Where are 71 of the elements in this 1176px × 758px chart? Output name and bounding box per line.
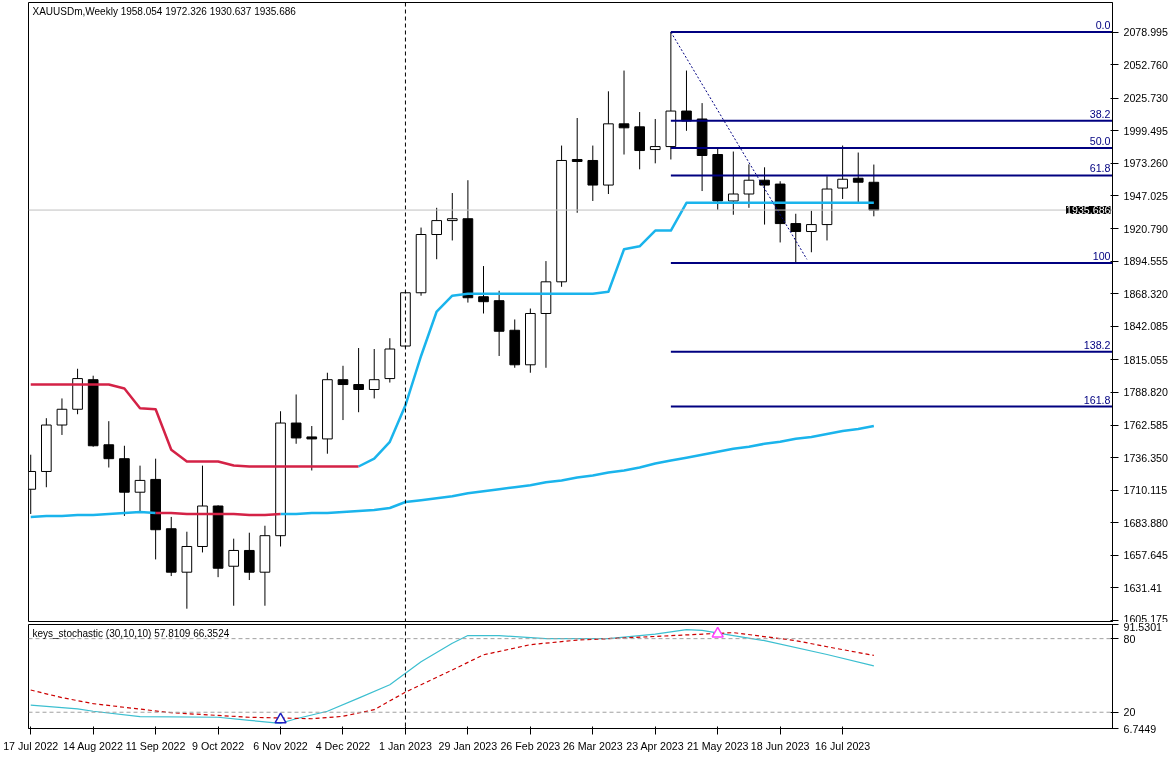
series-label: 38.2	[1089, 107, 1111, 120]
y-tick-label: 20	[1123, 706, 1136, 719]
candlestick	[634, 111, 645, 170]
candlestick	[290, 393, 302, 445]
y-tick-label: 1736.350	[1123, 451, 1169, 464]
x-tick-label: 26 Feb 2023	[500, 739, 561, 752]
series-label: 138.2	[1083, 338, 1111, 351]
candlestick	[571, 117, 583, 214]
y-tick-label: 1815.055	[1123, 353, 1169, 366]
y-tick-label: 2078.995	[1123, 26, 1169, 39]
x-tick-label: 26 Mar 2023	[562, 739, 623, 752]
y-tick-label: 1788.820	[1123, 386, 1169, 399]
candlestick	[790, 213, 802, 264]
candlestick	[649, 118, 661, 164]
candlestick	[681, 70, 692, 132]
x-tick-label: 16 Jul 2023	[815, 739, 871, 752]
x-tick-label: 4 Dec 2022	[315, 739, 371, 752]
candlestick	[618, 70, 630, 156]
series-label: 100	[1092, 250, 1111, 263]
y-tick-label: 1631.41	[1123, 581, 1163, 594]
candlestick	[806, 210, 817, 253]
candlestick	[446, 192, 458, 241]
x-tick-label: 1 Jan 2023	[379, 739, 432, 752]
candlestick	[306, 425, 318, 471]
y-tick-label: 1947.025	[1123, 189, 1169, 202]
x-tick-label: 9 Oct 2022	[192, 739, 245, 752]
candlestick	[431, 207, 443, 260]
y-tick-label: 1973.260	[1123, 157, 1169, 170]
y-tick-label: 1894.555	[1123, 255, 1169, 268]
y-tick-label: 1683.880	[1123, 516, 1169, 529]
ref-line-label: 1935.686	[1066, 204, 1111, 217]
candlestick	[478, 265, 489, 314]
series-label: 0.0	[1095, 19, 1111, 32]
candlestick	[837, 145, 848, 200]
candlestick	[228, 538, 240, 607]
candlestick	[727, 151, 739, 216]
y-tick-label: 1710.115	[1123, 484, 1168, 497]
x-tick-label: 29 Jan 2023	[438, 739, 498, 752]
y-tick-label: 2052.760	[1123, 58, 1169, 71]
x-tick-label: 6 Nov 2022	[253, 739, 308, 752]
candlestick	[56, 397, 68, 436]
candlestick	[759, 166, 770, 226]
x-tick-label: 23 Apr 2023	[626, 739, 684, 752]
line-series	[29, 383, 360, 468]
candlestick	[243, 532, 255, 581]
y-tick-label: 1842.085	[1123, 320, 1169, 333]
y-tick-label: 1762.585	[1123, 419, 1169, 432]
candlestick	[337, 365, 349, 421]
candlestick	[852, 152, 864, 204]
chart-title: XAUUSDm,Weekly 1958.054 1972.326 1930.637 1935.686	[32, 5, 297, 17]
chart-title: keys_stochastic (30,10,10) 57.8109 66.3524	[32, 627, 230, 639]
x-tick-label: 11 Sep 2022	[125, 739, 186, 752]
y-tick-label: 1999.495	[1123, 124, 1169, 137]
x-tick-label: 14 Aug 2022	[62, 739, 123, 752]
y-tick-label: 80	[1123, 632, 1136, 645]
candlestick	[743, 163, 755, 209]
candlestick	[134, 465, 146, 514]
x-tick-label: 21 May 2023	[686, 739, 749, 752]
x-tick-label: 17 Jul 2022	[3, 739, 59, 752]
series-label: 50.0	[1089, 135, 1111, 148]
y-tick-label: 1868.320	[1123, 287, 1169, 300]
y-tick-label: 1920.790	[1123, 222, 1169, 235]
candlestick	[368, 348, 380, 399]
series-label: 61.8	[1089, 162, 1111, 175]
x-tick-label: 18 Jun 2023	[750, 739, 810, 752]
series-label: 161.8	[1083, 393, 1111, 406]
y-tick-label: 6.7449	[1123, 722, 1157, 735]
candlestick	[103, 420, 115, 468]
y-tick-label: 1657.645	[1123, 549, 1169, 562]
candlestick	[353, 347, 364, 413]
y-tick-label: 2025.730	[1123, 92, 1169, 105]
